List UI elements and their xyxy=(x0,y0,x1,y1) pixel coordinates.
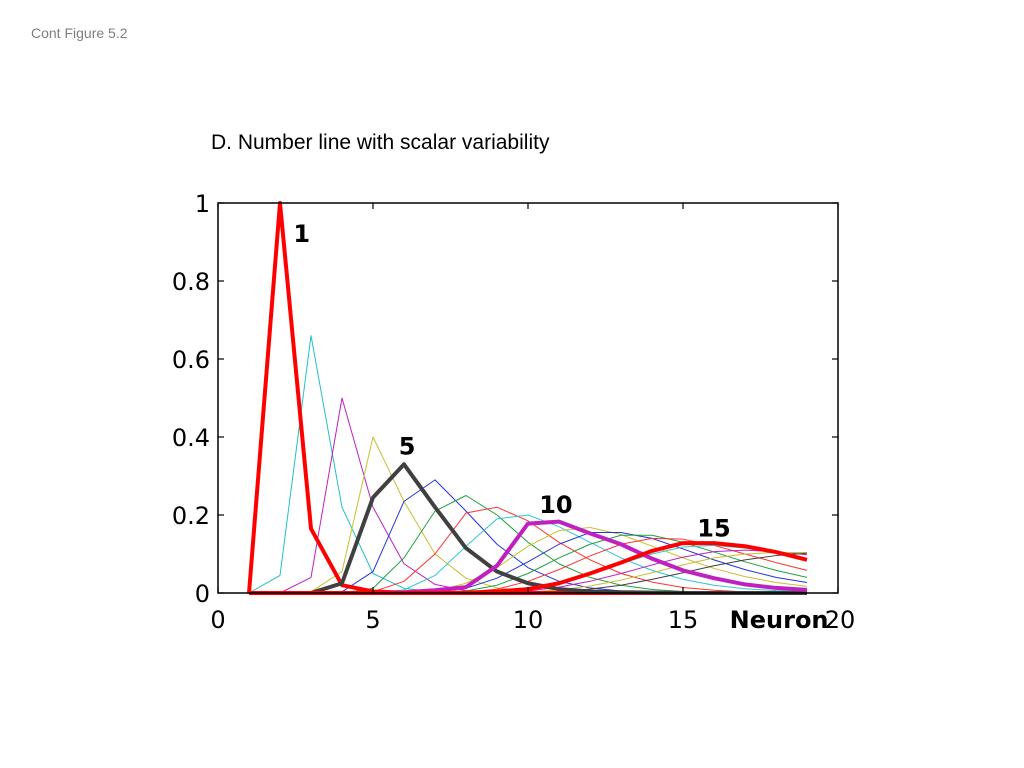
x-tick-label-4: 20 xyxy=(825,606,856,634)
y-tick-label-0: 0 xyxy=(195,580,210,608)
plot-area-background xyxy=(218,203,838,593)
curve-label-5: 5 xyxy=(399,433,416,461)
x-tick-label-1: 5 xyxy=(365,606,380,634)
y-tick-label-3: 0.6 xyxy=(172,346,210,374)
y-tick-label-2: 0.4 xyxy=(172,424,210,452)
chart-title: D. Number line with scalar variability xyxy=(211,131,550,154)
y-tick-label-1: 0.2 xyxy=(172,502,210,530)
x-tick-label-0: 0 xyxy=(210,606,225,634)
curve-label-10: 10 xyxy=(539,491,572,519)
x-axis-label: Neuron xyxy=(730,606,829,634)
y-tick-label-5: 1 xyxy=(195,190,210,218)
x-tick-label-3: 15 xyxy=(668,606,699,634)
slide-label: Cont Figure 5.2 xyxy=(31,25,128,41)
curve-label-1: 1 xyxy=(293,220,310,248)
ticks-group xyxy=(217,202,839,594)
x-tick-label-2: 10 xyxy=(513,606,544,634)
y-tick-label-4: 0.8 xyxy=(172,268,210,296)
curve-label-15: 15 xyxy=(697,514,730,542)
